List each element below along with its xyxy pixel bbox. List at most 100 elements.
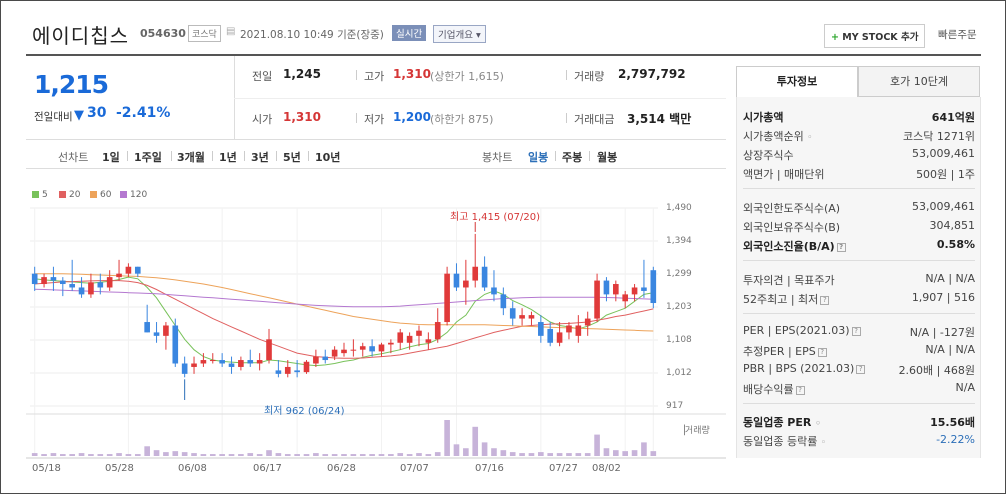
volume-bar: [191, 453, 197, 456]
tab-orderbook[interactable]: 호가 10단계: [858, 66, 980, 97]
period-3y[interactable]: 3년: [251, 151, 269, 164]
x-tick: 06/17: [253, 463, 282, 474]
info-row: 액면가 | 매매단위 500원 | 1주: [743, 168, 975, 181]
info-icon[interactable]: ◦: [820, 438, 827, 448]
period-1w[interactable]: 1주일: [134, 151, 162, 164]
info-row: 시가총액순위 ◦ 코스닥 1271위: [743, 130, 975, 143]
candle: [547, 328, 554, 343]
volume-bar: [69, 454, 75, 456]
candle: [313, 356, 319, 364]
quick-order-link[interactable]: 빠른주문: [938, 29, 977, 41]
candle: [144, 322, 150, 333]
realtime-button[interactable]: 실시간: [392, 25, 427, 41]
help-icon[interactable]: ?: [817, 347, 827, 357]
header-divider: [26, 54, 981, 56]
volume-bar: [247, 453, 254, 456]
volume-bar: [294, 454, 300, 456]
ma-line-ma120: [34, 288, 654, 308]
low-annotation: 최저 962 (06/24): [264, 406, 345, 417]
lower-limit: (하한가 875): [430, 113, 494, 126]
open-value: 1,310: [283, 110, 321, 124]
info-row: 외국인한도주식수(A) 53,009,461: [743, 200, 975, 215]
prev-close-value: 1,245: [283, 67, 321, 81]
info-icon[interactable]: ◦: [807, 133, 813, 143]
volume-bar: [547, 453, 554, 456]
candle: [41, 277, 47, 285]
candle: [631, 287, 638, 295]
info-row: 시가총액 641억원: [743, 111, 975, 124]
candle: [256, 360, 263, 364]
help-icon[interactable]: ?: [795, 385, 805, 395]
candle-daily[interactable]: 일봉: [528, 151, 549, 164]
y-tick: 1,299: [666, 269, 692, 279]
volume-bar: [472, 426, 479, 456]
x-tick: 05/18: [32, 463, 61, 474]
candle: [284, 366, 291, 374]
tab-investment-info[interactable]: 투자정보: [736, 66, 858, 97]
legend-ma5: 5: [32, 190, 48, 200]
candle: [416, 330, 422, 336]
candle: [491, 287, 497, 295]
candle-monthly[interactable]: 월봉: [597, 151, 618, 164]
volume-bar: [631, 450, 638, 456]
period-1y[interactable]: 1년: [219, 151, 237, 164]
volume-bar: [388, 454, 394, 456]
candle: [78, 287, 85, 295]
candle: [650, 270, 657, 304]
volume-bar: [350, 454, 357, 456]
volume-bar: [519, 453, 525, 456]
candle: [584, 318, 591, 326]
volume-bar: [491, 448, 497, 456]
help-icon[interactable]: ?: [820, 295, 830, 305]
help-icon[interactable]: ?: [856, 364, 866, 374]
candle: [238, 360, 244, 367]
ma-line-ma60: [34, 273, 654, 332]
period-10y[interactable]: 10년: [315, 151, 341, 164]
candle: [566, 325, 572, 333]
candle: [125, 266, 132, 274]
investment-info-panel: 투자정보 호가 10단계 시가총액 641억원 시가총액순위 ◦ 코스닥 1271위…: [736, 66, 981, 458]
y-tick: 1,012: [666, 368, 692, 378]
volume-bar: [172, 451, 179, 456]
candle: [509, 308, 516, 319]
y-tick: 917: [666, 401, 684, 411]
candle: [266, 339, 272, 361]
period-5y[interactable]: 5년: [283, 151, 301, 164]
candle: [191, 363, 197, 367]
volume-bar: [303, 454, 310, 456]
period-3m[interactable]: 3개월: [177, 151, 205, 164]
candle: [153, 332, 160, 336]
volume-bar: [116, 453, 122, 456]
candle: [575, 325, 582, 336]
volume-bar: [275, 453, 282, 456]
low-label: 저가: [364, 113, 385, 126]
candle: [453, 273, 460, 288]
volume-value: 2,797,792: [618, 67, 686, 81]
company-info-dropdown[interactable]: 기업개요 ▾: [433, 25, 486, 43]
volume-bar: [575, 453, 582, 456]
candle: [341, 349, 347, 354]
candle: [69, 284, 75, 288]
help-icon[interactable]: ?: [836, 242, 846, 252]
volume-bar: [97, 454, 104, 456]
legend-ma20: 20: [59, 190, 80, 200]
info-icon[interactable]: ◦: [815, 419, 821, 429]
info-row: 배당수익률? N/A: [743, 381, 975, 396]
period-1d[interactable]: 1일: [102, 151, 120, 164]
candle: [275, 370, 282, 374]
candle-weekly[interactable]: 주봉: [562, 151, 583, 164]
info-row: 동일업종 PER ◦ 15.56배: [743, 416, 975, 429]
volume-bar: [406, 454, 413, 456]
volume-bar: [416, 453, 422, 456]
candle: [303, 361, 310, 373]
volume-bar: [144, 446, 150, 456]
volume-bar: [453, 444, 460, 456]
price-chart: 5 20 60 120 1,490 1,394 1,299 1,203 1,10…: [26, 170, 726, 488]
volume-bar: [209, 454, 216, 456]
candle: [444, 273, 450, 323]
volume-bar: [331, 454, 338, 456]
my-stock-add-button[interactable]: + MY STOCK 추가: [824, 24, 926, 48]
info-row: 상장주식수 53,009,461: [743, 147, 975, 162]
volume-bar: [153, 450, 160, 456]
help-icon[interactable]: ?: [851, 326, 861, 336]
